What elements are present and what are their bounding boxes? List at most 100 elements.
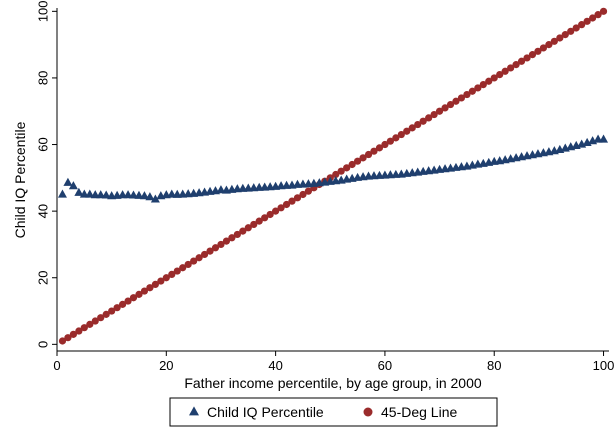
data-point-45-deg-line — [528, 51, 537, 59]
data-point-child-iq — [139, 191, 149, 200]
data-point-45-deg-line — [173, 267, 181, 275]
data-point-45-deg-line — [146, 284, 154, 292]
legend-triangle-icon — [189, 406, 199, 416]
data-point-45-deg-line — [293, 194, 302, 202]
data-point-45-deg-line — [364, 150, 373, 159]
data-point-45-deg-line — [539, 44, 548, 52]
data-point-child-iq — [85, 189, 95, 198]
data-point-45-deg-line — [457, 94, 466, 102]
data-point-45-deg-line — [463, 90, 471, 99]
data-point-child-iq — [101, 190, 111, 199]
legend-box — [169, 397, 498, 427]
x-tick-label: 0 — [53, 358, 60, 373]
data-point-45-deg-line — [102, 310, 110, 318]
data-point-45-deg-line — [435, 107, 444, 115]
data-point-45-deg-line — [414, 120, 422, 129]
data-point-45-deg-line — [534, 47, 542, 55]
data-point-45-deg-line — [479, 80, 487, 89]
x-tick-label: 100 — [593, 358, 614, 373]
data-point-45-deg-line — [370, 147, 378, 155]
data-point-45-deg-line — [124, 297, 132, 305]
data-point-45-deg-line — [244, 224, 252, 232]
y-tick-label: 40 — [36, 204, 51, 218]
data-point-45-deg-line — [195, 254, 203, 262]
data-point-45-deg-line — [556, 34, 564, 42]
data-point-child-iq — [63, 177, 73, 186]
data-point-45-deg-line — [452, 97, 460, 105]
data-point-45-deg-line — [91, 317, 99, 325]
data-point-child-iq — [129, 190, 139, 199]
data-point-45-deg-line — [359, 154, 367, 162]
data-point-45-deg-line — [583, 17, 591, 25]
data-point-45-deg-line — [168, 270, 176, 279]
legend-label-45-deg-line: 45-Deg Line — [381, 404, 457, 420]
legend-label-child-iq: Child IQ Percentile — [207, 404, 324, 420]
data-point-45-deg-line — [490, 74, 498, 82]
data-point-45-deg-line — [512, 61, 520, 69]
data-point-45-deg-line — [179, 264, 187, 272]
x-tick-label: 60 — [378, 358, 392, 373]
data-point-45-deg-line — [129, 294, 138, 302]
data-point-child-iq — [134, 190, 144, 199]
data-point-45-deg-line — [75, 327, 83, 335]
data-point-45-deg-line — [228, 234, 236, 242]
data-point-45-deg-line — [108, 307, 116, 315]
data-point-45-deg-line — [222, 237, 231, 245]
data-point-45-deg-line — [299, 190, 307, 199]
data-point-45-deg-line — [578, 21, 586, 29]
chart-marks — [57, 7, 609, 345]
y-tick-label: 60 — [36, 137, 51, 151]
data-point-child-iq — [216, 185, 226, 194]
data-point-child-iq — [145, 192, 155, 201]
data-point-45-deg-line — [517, 57, 526, 65]
y-tick-label: 80 — [36, 71, 51, 85]
y-axis-title: Child IQ Percentile — [12, 121, 28, 238]
data-point-45-deg-line — [446, 100, 455, 109]
data-point-45-deg-line — [485, 77, 493, 85]
data-point-45-deg-line — [217, 240, 225, 249]
data-point-45-deg-line — [567, 27, 575, 35]
x-tick-label: 20 — [159, 358, 173, 373]
data-point-45-deg-line — [353, 157, 362, 165]
data-point-child-iq — [74, 187, 84, 196]
data-point-45-deg-line — [255, 217, 263, 225]
data-point-45-deg-line — [474, 84, 482, 92]
data-point-45-deg-line — [272, 207, 280, 215]
data-point-child-iq — [68, 181, 78, 190]
data-point-45-deg-line — [441, 104, 449, 112]
data-point-45-deg-line — [408, 124, 416, 132]
data-point-45-deg-line — [64, 334, 72, 342]
data-point-45-deg-line — [332, 170, 340, 179]
data-point-45-deg-line — [151, 280, 159, 288]
data-point-45-deg-line — [118, 300, 127, 308]
legend-circle-icon — [363, 407, 373, 417]
data-point-45-deg-line — [304, 187, 313, 195]
data-point-45-deg-line — [572, 24, 580, 32]
data-point-45-deg-line — [206, 247, 214, 255]
data-point-45-deg-line — [545, 41, 553, 49]
y-tick-label: 100 — [36, 0, 51, 22]
data-point-45-deg-line — [430, 110, 438, 119]
data-point-45-deg-line — [135, 290, 143, 298]
data-point-45-deg-line — [86, 320, 94, 328]
data-point-45-deg-line — [211, 244, 220, 252]
data-point-45-deg-line — [58, 337, 67, 345]
y-tick-label: 0 — [36, 341, 51, 348]
data-point-45-deg-line — [419, 117, 427, 125]
data-point-45-deg-line — [496, 71, 504, 79]
data-point-45-deg-line — [348, 160, 356, 169]
data-point-45-deg-line — [97, 314, 105, 322]
data-point-45-deg-line — [589, 14, 597, 22]
data-point-45-deg-line — [381, 140, 389, 149]
data-point-45-deg-line — [392, 134, 400, 142]
data-point-45-deg-line — [190, 257, 198, 265]
data-point-45-deg-line — [157, 277, 165, 285]
data-point-45-deg-line — [261, 214, 269, 222]
data-point-child-iq — [57, 189, 67, 198]
data-point-45-deg-line — [523, 54, 531, 62]
data-point-45-deg-line — [550, 37, 558, 45]
data-point-45-deg-line — [288, 197, 296, 205]
data-point-45-deg-line — [403, 127, 411, 135]
x-tick-label: 80 — [487, 358, 501, 373]
